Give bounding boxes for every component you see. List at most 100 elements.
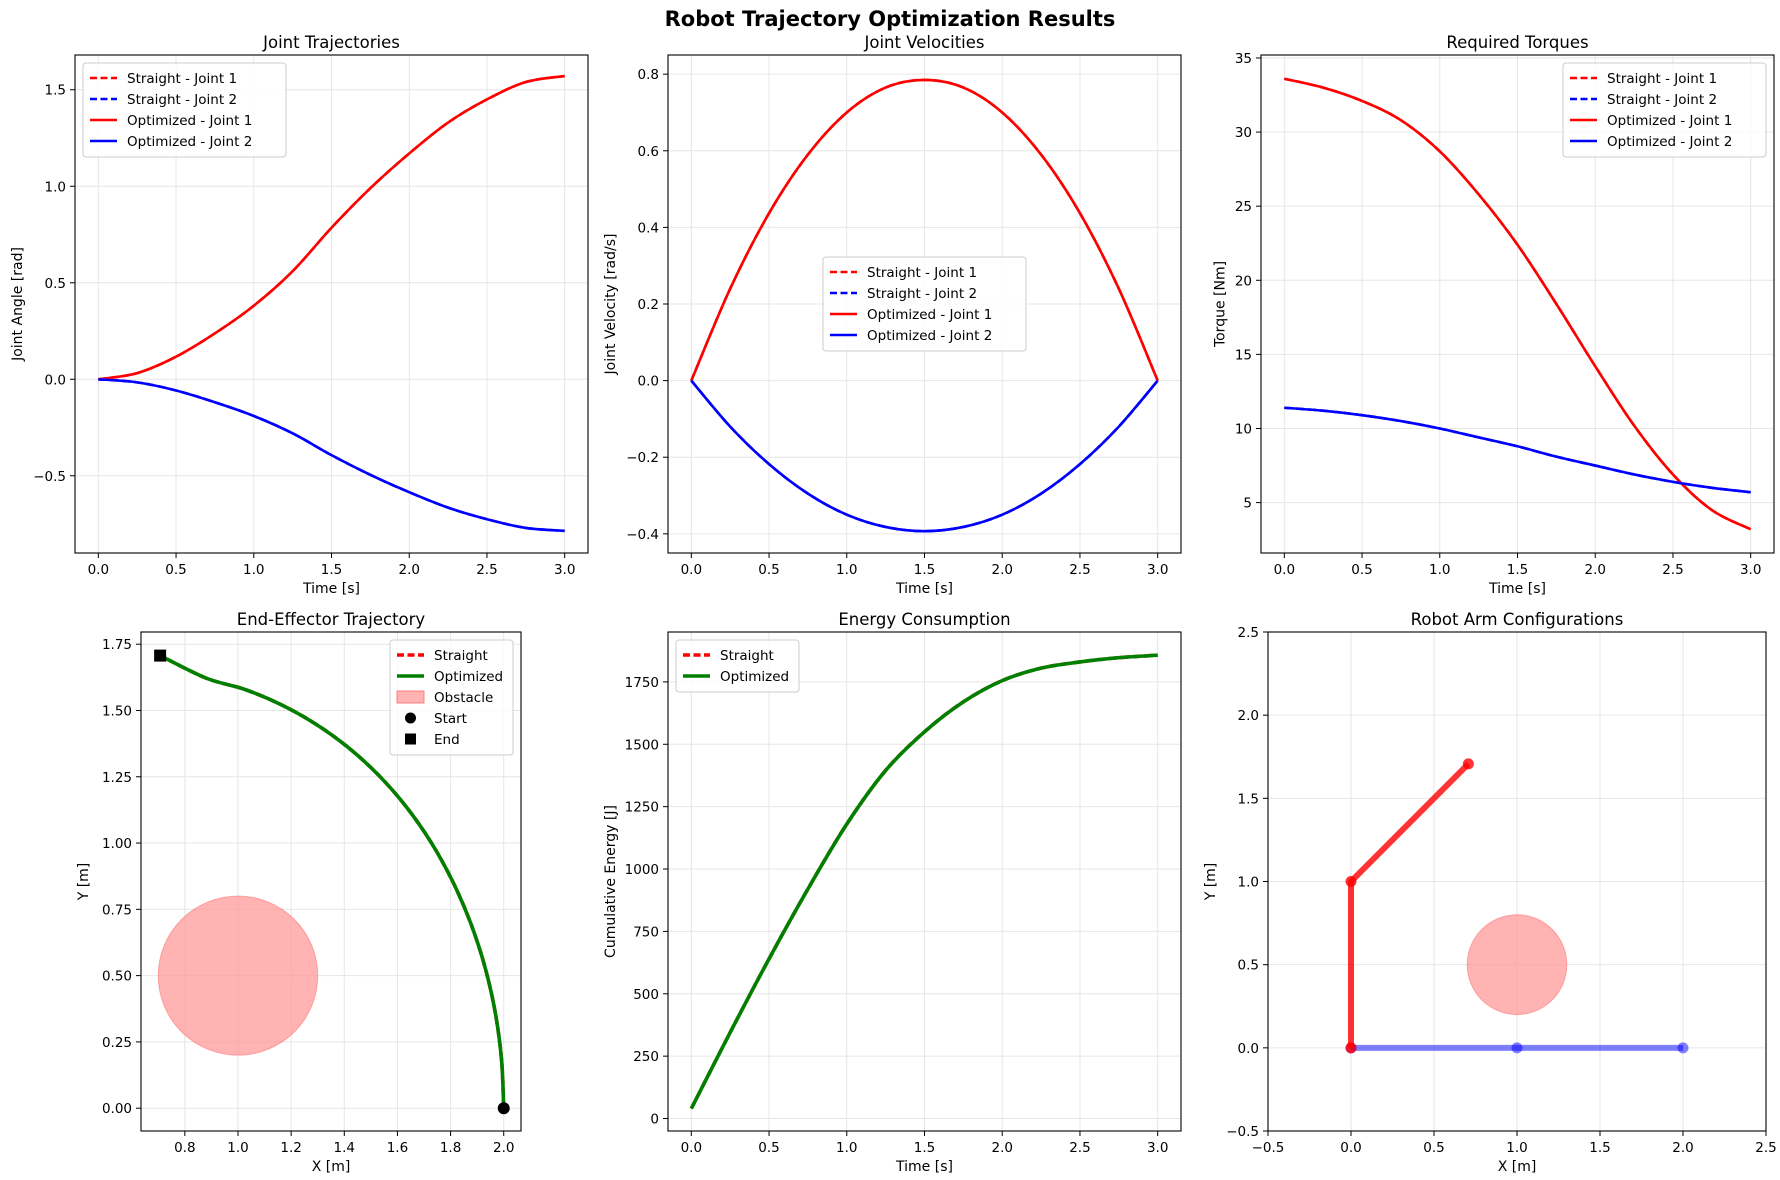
legend-label-straight-joint-2: Straight - Joint 2 [127,92,237,108]
x-tick-label: 3.0 [1147,1140,1168,1156]
y-tick-label: 0.0 [638,374,659,390]
figure-suptitle: Robot Trajectory Optimization Results [665,7,1116,31]
subplot-title: End-Effector Trajectory [237,610,426,629]
x-tick-label: 2.0 [991,562,1012,578]
y-axis-label: Y [m] [76,863,92,902]
x-tick-label: 0.5 [758,562,779,578]
y-tick-label: 0.6 [638,144,659,160]
subplot-joint-trajectories: 0.0 0.5 1.0 1.5 2.0 2.5 3.0 −0.5 0.0 0.5 1.0 1.5 Joi… [10,33,589,597]
y-axis-label: Cumulative Energy [J] [603,805,619,958]
x-tick-label: 1.6 [387,1140,408,1156]
y-tick-label: 0.50 [102,969,132,985]
y-tick-label: 10 [1235,422,1252,438]
y-tick-label: 0.00 [102,1101,132,1117]
x-tick-label: 1.5 [914,1140,935,1156]
y-tick-label: 35 [1235,51,1252,67]
series-line-optimized-joint-2 [98,377,565,533]
legend-label-straight-joint-1: Straight - Joint 1 [1607,71,1717,87]
y-tick-label: 1.0 [45,179,66,195]
x-tick-label: 2.0 [991,1140,1012,1156]
x-tick-label: 0.5 [165,562,186,578]
x-tick-label: 1.0 [227,1140,248,1156]
x-tick-label: 2.0 [398,562,419,578]
x-tick-label: 1.0 [836,562,857,578]
y-tick-label: −0.5 [33,469,66,485]
y-tick-label: −0.2 [626,450,659,466]
y-tick-label: 1.00 [102,836,132,852]
y-tick-label: 2.5 [1238,625,1259,641]
y-tick-label: 1250 [625,800,659,816]
x-tick-label: 3.0 [1147,562,1168,578]
y-tick-label: 0.0 [45,372,66,388]
legend: Straight Optimized Obstacle Start End [389,639,514,756]
legend-frame [1562,62,1767,158]
y-tick-label: −0.5 [1226,1124,1259,1140]
plot-area [689,653,1158,1110]
legend-frame [822,256,1027,352]
x-tick-label: 3.0 [1740,562,1761,578]
legend-label-optimized: Optimized [720,669,789,685]
subplot-title: Energy Consumption [838,610,1010,629]
legend-frame [82,62,287,158]
x-tick-label: 1.2 [280,1140,301,1156]
series-line-optimized [159,653,506,1109]
x-tick-label: 1.0 [836,1140,857,1156]
x-tick-label: 0.0 [681,1140,702,1156]
x-tick-label: 0.0 [1340,1140,1361,1156]
x-tick-label: 1.0 [1429,562,1450,578]
y-tick-label: 0.75 [102,902,132,918]
x-tick-label: 0.5 [758,1140,779,1156]
series-line-optimized [689,653,1158,1110]
x-tick-label: 2.5 [1069,1140,1090,1156]
subplot-end-effector-trajectory: 0.8 1.0 1.2 1.4 1.6 1.8 2.0 0.00 0.25 0.50 0.75 1.0… [76,610,522,1175]
x-tick-label: 0.0 [1274,562,1295,578]
arm-joint-1-0 [1345,1042,1357,1054]
obstacle-circle [157,895,319,1056]
x-tick-label: 2.0 [1584,562,1605,578]
marker-end [154,649,167,662]
legend-handle-obstacle [396,690,425,704]
y-tick-label: 20 [1235,273,1252,289]
x-tick-label: 0.0 [681,562,702,578]
legend: Straight - Joint 1 Straight - Joint 2 Opti… [822,256,1027,352]
x-tick-label: 2.5 [1662,562,1683,578]
legend-label-optimized-joint-2: Optimized - Joint 2 [867,328,992,344]
y-tick-label: 0.5 [1238,958,1259,974]
legend-label-straight: Straight [434,648,488,664]
subplot-title: Joint Velocities [863,33,984,52]
x-tick-label: 1.8 [440,1140,461,1156]
x-tick-label: 1.5 [321,562,342,578]
legend-label-optimized-joint-2: Optimized - Joint 2 [1607,134,1732,150]
x-tick-label: −0.5 [1252,1140,1285,1156]
series-line-optimized-joint-2 [1284,406,1751,494]
series-line-optimized-joint-2 [690,379,1159,533]
legend-label-straight-joint-2: Straight - Joint 2 [1607,92,1717,108]
x-axis-label: Time [s] [895,1159,953,1175]
plot-area [157,653,506,1109]
arm-joint-0-2 [1677,1042,1689,1054]
plot-area [98,74,565,533]
x-axis-label: Time [s] [1488,581,1546,597]
legend-label-obstacle: Obstacle [434,690,493,706]
axes-frame [140,631,522,1132]
x-axis-label: Time [s] [302,581,360,597]
y-tick-label: 0.8 [638,67,659,83]
legend-frame [675,639,800,693]
legend: Straight Optimized [675,639,800,693]
y-tick-label: 250 [633,1049,659,1065]
y-tick-label: 1.25 [102,770,132,786]
y-axis-label: Joint Angle [rad] [10,247,26,362]
x-tick-label: 0.8 [174,1140,195,1156]
y-tick-label: 0.2 [638,297,659,313]
series-line-optimized-joint-1 [98,74,565,381]
legend-label-straight-joint-2: Straight - Joint 2 [867,286,977,302]
y-tick-label: 25 [1235,199,1252,215]
legend-frame [389,639,514,756]
x-tick-label: 2.5 [1069,562,1090,578]
subplot-energy-consumption: 0.0 0.5 1.0 1.5 2.0 2.5 3.0 0 250 500 750 1000 1250 1… [603,610,1182,1175]
legend-handle-start [405,712,416,724]
y-tick-label: 1500 [625,737,659,753]
x-axis-label: X [m] [1498,1159,1537,1175]
legend-label-end: End [434,732,460,748]
subplot-title: Joint Trajectories [262,33,400,52]
